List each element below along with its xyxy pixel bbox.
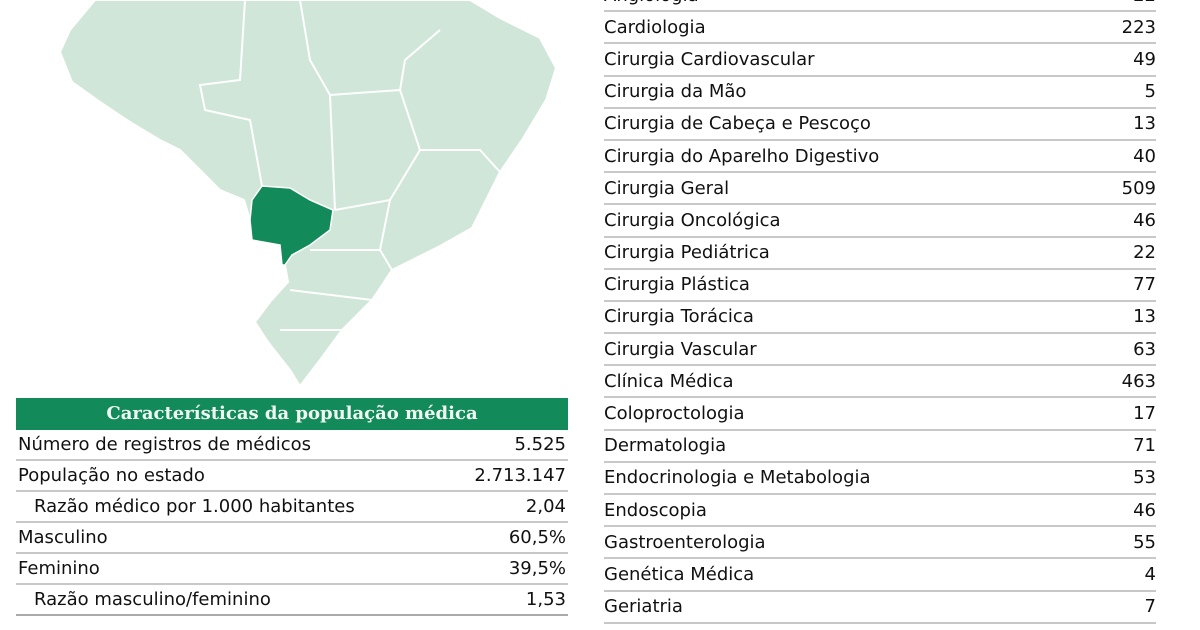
row-value: 17 — [1133, 403, 1156, 425]
row-label: Cirurgia Torácica — [604, 306, 754, 328]
row-value: 4 — [1144, 563, 1156, 585]
row-value: 55 — [1133, 531, 1156, 553]
row-label: Coloproctologia — [604, 403, 745, 425]
table-row: Gastroenterologia 55 — [604, 527, 1156, 560]
characteristics-table: Características da população médica Núme… — [16, 398, 568, 616]
row-label: Feminino — [18, 558, 100, 579]
row-label: Geriatria — [604, 596, 683, 618]
table-row: Número de registros de médicos 5.525 — [16, 430, 568, 461]
brazil-map — [58, 0, 558, 388]
table-row: Cirurgia Geral 509 — [604, 173, 1156, 206]
row-value: 509 — [1121, 177, 1156, 199]
row-label: Cirurgia da Mão — [604, 81, 747, 103]
row-label: Razão masculino/feminino — [34, 589, 271, 610]
row-value: 77 — [1133, 274, 1156, 296]
row-value: 46 — [1133, 499, 1156, 521]
table-row: Dermatologia 71 — [604, 431, 1156, 463]
row-label: Cirurgia do Aparelho Digestivo — [604, 145, 880, 167]
table-row: Endoscopia 46 — [604, 495, 1156, 528]
row-value: 7 — [1144, 596, 1156, 618]
row-value: 22 — [1133, 0, 1156, 6]
row-label: Cirurgia Cardiovascular — [604, 48, 815, 70]
row-value: 2.713.147 — [474, 465, 566, 486]
table-row: Cirurgia Oncológica 46 — [604, 205, 1156, 238]
row-label: Masculino — [18, 527, 108, 548]
table-row: Cardiologia 223 — [604, 12, 1156, 45]
table-row: População no estado 2.713.147 — [16, 461, 568, 492]
table-title: Características da população médica — [16, 398, 568, 430]
row-label: Número de registros de médicos — [18, 434, 312, 455]
row-label: Dermatologia — [604, 435, 727, 457]
row-value: 60,5% — [508, 527, 566, 548]
row-value: 5 — [1144, 81, 1156, 103]
specialties-table: Angiologia 22 Cardiologia 223 Cirurgia Cardi… — [604, 0, 1156, 624]
row-value: 22 — [1133, 242, 1156, 264]
row-label: Cirurgia Pediátrica — [604, 242, 770, 264]
row-value: 49 — [1133, 48, 1156, 70]
row-value: 2,04 — [525, 496, 566, 517]
row-label: Cirurgia Oncológica — [604, 209, 781, 231]
table-row: Cirurgia Pediátrica 22 — [604, 238, 1156, 270]
row-label: Razão médico por 1.000 habitantes — [34, 496, 355, 517]
table-row: Cirurgia Vascular 63 — [604, 334, 1156, 367]
row-value: 71 — [1133, 435, 1156, 457]
table-row: Cirurgia de Cabeça e Pescoço 13 — [604, 109, 1156, 141]
row-label: Endoscopia — [604, 499, 707, 521]
row-label: Endocrinologia e Metabologia — [604, 467, 871, 489]
table-row: Cirurgia da Mão 5 — [604, 77, 1156, 109]
state-borders — [198, 0, 501, 331]
table-row: Geriatria 7 — [604, 592, 1156, 624]
brazil-states — [58, 0, 558, 388]
table-row: Clínica Médica 463 — [604, 366, 1156, 399]
row-value: 46 — [1133, 209, 1156, 231]
table-row: Endocrinologia e Metabologia 53 — [604, 463, 1156, 495]
row-label: Angiologia — [604, 0, 699, 6]
row-label: População no estado — [18, 465, 205, 486]
table-row: Angiologia 22 — [604, 0, 1156, 13]
table-row: Cirurgia Torácica 13 — [604, 302, 1156, 335]
row-value: 1,53 — [525, 589, 566, 610]
row-value: 53 — [1133, 467, 1156, 489]
row-value: 63 — [1133, 338, 1156, 360]
row-value: 13 — [1133, 306, 1156, 328]
table-row: Cirurgia Plástica 77 — [604, 270, 1156, 302]
table-row: Razão médico por 1.000 habitantes 2,04 — [16, 492, 568, 523]
row-label: Cirurgia Vascular — [604, 338, 757, 360]
row-label: Gastroenterologia — [604, 531, 766, 553]
row-label: Genética Médica — [604, 563, 755, 585]
table-row: Razão masculino/feminino 1,53 — [16, 585, 568, 616]
row-value: 5.525 — [514, 434, 566, 455]
row-value: 223 — [1121, 16, 1156, 38]
row-label: Cirurgia Plástica — [604, 274, 750, 296]
row-value: 13 — [1133, 113, 1156, 135]
table-row: Genética Médica 4 — [604, 559, 1156, 592]
row-value: 39,5% — [508, 558, 566, 579]
row-label: Clínica Médica — [604, 370, 734, 392]
row-label: Cirurgia Geral — [604, 177, 730, 199]
table-row: Feminino 39,5% — [16, 554, 568, 585]
highlighted-state — [249, 185, 334, 266]
row-value: 40 — [1133, 145, 1156, 167]
table-row: Cirurgia Cardiovascular 49 — [604, 44, 1156, 77]
table-row: Cirurgia do Aparelho Digestivo 40 — [604, 141, 1156, 174]
table-row: Coloproctologia 17 — [604, 398, 1156, 431]
row-label: Cardiologia — [604, 16, 706, 38]
row-value: 463 — [1121, 370, 1156, 392]
row-label: Cirurgia de Cabeça e Pescoço — [604, 113, 871, 135]
table-row: Masculino 60,5% — [16, 523, 568, 554]
